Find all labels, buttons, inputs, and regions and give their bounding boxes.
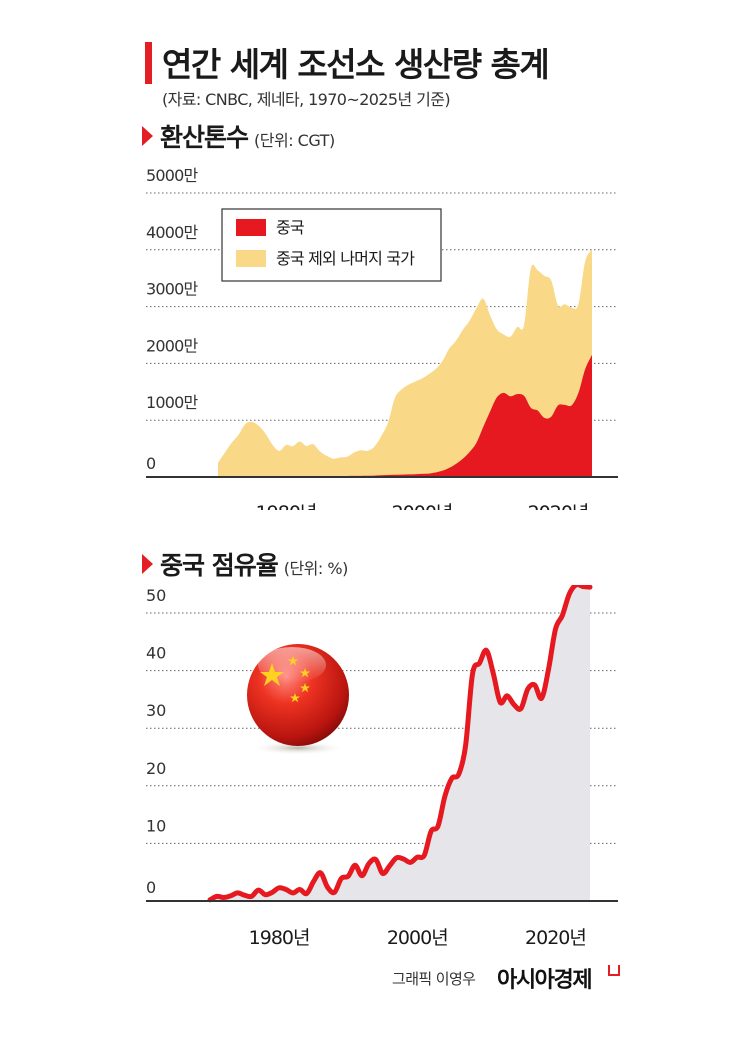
title-accent-bar bbox=[145, 42, 152, 84]
chart2-area bbox=[146, 585, 618, 903]
brand-mark-icon bbox=[608, 965, 620, 976]
chart2-y-ticks: 0 10 20 30 40 50 bbox=[146, 586, 166, 897]
chart1-y-tick: 5000만 bbox=[146, 166, 199, 185]
page-subtitle: (자료: CNBC, 제네타, 1970~2025년 기준) bbox=[162, 90, 451, 109]
chart1-y-ticks: 0 1000만 2000만 3000만 4000만 5000만 bbox=[146, 166, 199, 473]
share-chart: 0 10 20 30 40 50 1980년 2000년 2020년 bbox=[146, 585, 618, 949]
chart2-title-text: 중국 점유율 bbox=[160, 551, 279, 580]
chart2-y-tick: 30 bbox=[146, 701, 166, 720]
chart1-y-tick: 4000만 bbox=[146, 223, 199, 242]
chart2-x-ticks: 1980년 2000년 2020년 bbox=[249, 927, 587, 949]
chart1-x-tick: 2020년 bbox=[528, 502, 589, 510]
chart1-y-tick: 0 bbox=[146, 454, 156, 473]
chart1-y-tick: 3000만 bbox=[146, 280, 199, 299]
section-arrow-icon bbox=[142, 554, 153, 574]
chart1-title: 환산톤수 (단위: CGT) bbox=[160, 118, 335, 154]
chart2-area-fill bbox=[210, 585, 590, 901]
chart2-share-line bbox=[207, 585, 593, 903]
chart1-y-tick: 1000만 bbox=[146, 393, 199, 412]
chart2-y-tick: 10 bbox=[146, 816, 166, 835]
legend-swatch-rest bbox=[236, 250, 266, 267]
chart2-y-tick: 0 bbox=[146, 878, 156, 897]
china-flag-ball-icon bbox=[247, 644, 349, 755]
chart1-x-tick: 1980년 bbox=[256, 502, 317, 510]
chart2-x-tick: 2000년 bbox=[387, 927, 448, 949]
legend-swatch-china bbox=[236, 219, 266, 236]
page-title: 연간 세계 조선소 생산량 총계 bbox=[162, 45, 550, 84]
tonnage-chart: 0 1000만 2000만 3000만 4000만 5000만 1980년 2000년 202… bbox=[146, 166, 618, 510]
chart2-y-tick: 50 bbox=[146, 586, 166, 605]
chart2-x-tick: 2020년 bbox=[525, 927, 586, 949]
chart1-areas bbox=[146, 249, 618, 478]
chart2-unit: (단위: %) bbox=[283, 559, 349, 578]
chart2-y-tick: 20 bbox=[146, 759, 166, 778]
legend-label-china: 중국 bbox=[276, 218, 304, 237]
graphic-credit: 그래픽 이영우 bbox=[392, 970, 476, 988]
chart2-x-tick: 1980년 bbox=[249, 927, 310, 949]
chart1-area-china bbox=[218, 354, 592, 477]
chart2-y-tick: 40 bbox=[146, 644, 166, 663]
chart1-title-text: 환산톤수 bbox=[160, 123, 249, 152]
brand-logo: 아시아경제 bbox=[497, 968, 593, 993]
chart1-x-tick: 2000년 bbox=[392, 502, 453, 510]
chart2-title: 중국 점유율 (단위: %) bbox=[160, 546, 348, 582]
legend-label-rest: 중국 제외 나머지 국가 bbox=[276, 249, 415, 268]
section-arrow-icon bbox=[142, 126, 153, 146]
chart1-y-tick: 2000만 bbox=[146, 336, 199, 355]
chart1-unit: (단위: CGT) bbox=[254, 131, 335, 150]
chart1-x-ticks: 1980년 2000년 2020년 bbox=[256, 502, 590, 510]
